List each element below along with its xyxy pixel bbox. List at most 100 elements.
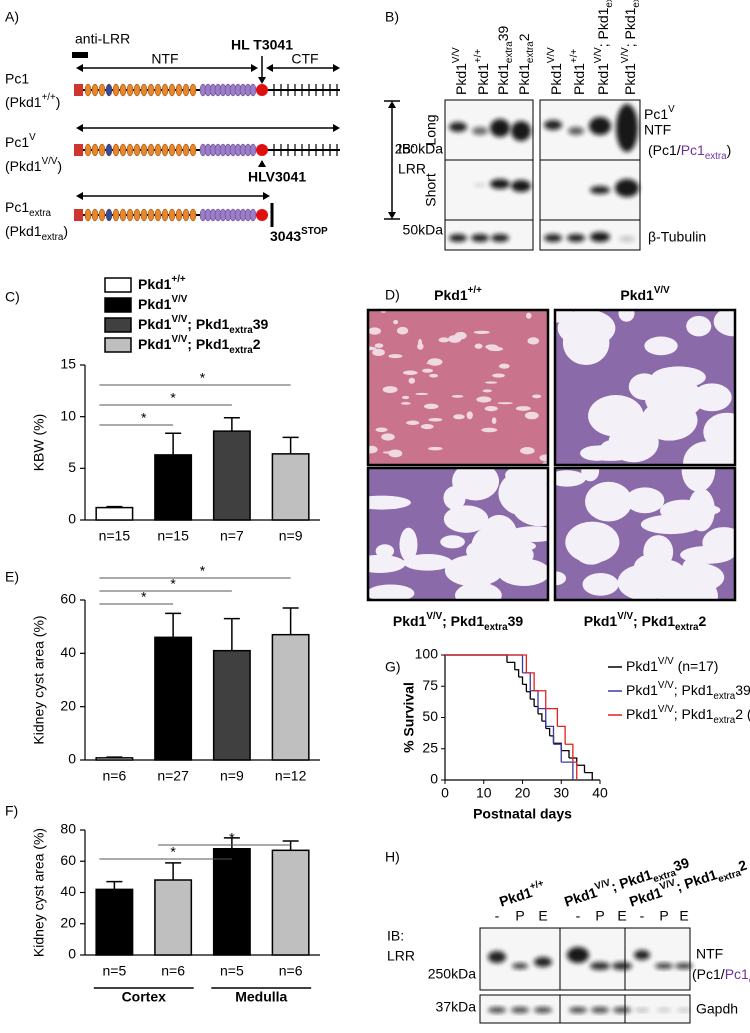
blot-band	[491, 234, 509, 242]
cyst	[581, 468, 600, 482]
error-bar	[165, 432, 182, 455]
cyst	[524, 411, 539, 420]
arrow-head	[333, 124, 340, 132]
lane-label: Pkd1+/+	[569, 49, 587, 95]
image-title: Pkd1V/V; Pkd1extra39	[393, 611, 523, 633]
cyst	[497, 402, 513, 405]
text-part: Pkd1	[138, 336, 172, 352]
x-tick-label: n=6	[161, 963, 185, 979]
domain	[140, 83, 148, 97]
cyst	[368, 584, 415, 600]
blot-band	[591, 1007, 609, 1013]
cyst	[368, 445, 378, 454]
blot-band	[635, 1008, 649, 1012]
domain	[91, 143, 99, 157]
blot-band	[544, 234, 562, 242]
domain	[74, 209, 83, 221]
cyst	[388, 449, 403, 458]
y-tick-label: 60	[60, 591, 76, 607]
text-part: Pkd1	[584, 613, 618, 629]
blot-band	[449, 122, 467, 132]
text-part: +/+	[42, 92, 56, 103]
cleavage-site: HLV3041	[248, 169, 306, 185]
cyst	[375, 427, 388, 433]
antibody-label: LRR	[387, 948, 415, 964]
bar	[212, 430, 251, 521]
blot-band	[590, 232, 610, 242]
survival-step	[576, 764, 586, 773]
survival-step	[538, 713, 543, 722]
blot-band	[567, 947, 589, 963]
survival-step	[572, 761, 578, 780]
survival-step	[526, 672, 535, 691]
text-part: V/V	[593, 877, 612, 892]
blot-band	[534, 1007, 552, 1013]
domain	[161, 83, 169, 97]
blot-band	[488, 1007, 506, 1013]
antibody-label: IB:	[398, 141, 415, 157]
legend-label: Pkd1V/V	[138, 294, 188, 312]
image-title: Pkd1V/V; Pkd1extra2	[584, 611, 707, 633]
antibody-mark	[72, 52, 88, 58]
cyst	[583, 444, 638, 461]
y-tick-label: 40	[60, 644, 76, 660]
cyst	[429, 373, 439, 378]
text-part: Pkd1	[548, 63, 564, 95]
error-bar	[223, 837, 240, 849]
text-part: ; Pkd1	[674, 706, 714, 722]
x-tick-label: 0	[441, 785, 449, 801]
blot-band	[677, 1008, 691, 1012]
blot-band	[568, 127, 584, 135]
domain	[105, 143, 113, 157]
cyst	[399, 527, 418, 562]
cyst	[423, 403, 439, 410]
text-part: 2 (n=7)	[735, 706, 750, 722]
cyst	[381, 433, 395, 441]
text-part: extra	[705, 151, 727, 162]
error-bar	[106, 505, 123, 508]
text-part: Pkd1	[434, 287, 468, 303]
y-tick-label: 15	[60, 356, 76, 372]
text-part: +/+	[171, 274, 185, 285]
cyst	[396, 326, 409, 335]
significance-label: *	[170, 390, 176, 406]
blot-band	[449, 234, 467, 242]
error-bar	[282, 436, 299, 454]
cyst	[557, 310, 616, 347]
cyst	[659, 499, 707, 522]
text-part: extra	[42, 232, 64, 243]
text-part: 39	[495, 26, 511, 42]
y-tick-label: 60	[60, 852, 76, 868]
y-tick-label: 0	[68, 511, 76, 527]
text-part: 39	[508, 613, 524, 629]
arrow-head	[266, 64, 273, 72]
domain	[154, 143, 162, 157]
band-label: Pc1V	[644, 104, 675, 122]
blot-band	[511, 121, 531, 141]
text-part: 39	[253, 316, 269, 332]
survival-step	[526, 691, 531, 700]
text-part: 39 (n=7)	[735, 682, 750, 698]
cyst	[643, 535, 674, 569]
text-part: extra	[604, 0, 615, 8]
domain	[105, 208, 113, 222]
cyst	[374, 343, 384, 348]
cyst	[585, 481, 633, 522]
survival-step	[557, 725, 566, 745]
cyst	[451, 394, 464, 398]
cyst	[471, 524, 522, 571]
x-tick-label: n=12	[275, 768, 307, 784]
protein-name: Pc1	[5, 71, 29, 87]
domain	[133, 208, 141, 222]
y-tick-label: 80	[60, 821, 76, 837]
survival-step	[518, 676, 524, 685]
text-part: ; Pkd1	[633, 613, 675, 629]
cyst	[641, 399, 698, 441]
lane-label: Pkd1V/V	[546, 47, 564, 95]
domain	[168, 83, 176, 97]
text-part: V/V	[593, 47, 604, 63]
blot-band	[589, 117, 611, 135]
text-part: extra	[229, 345, 253, 356]
arrow-head	[263, 192, 270, 200]
cyst	[588, 395, 644, 437]
